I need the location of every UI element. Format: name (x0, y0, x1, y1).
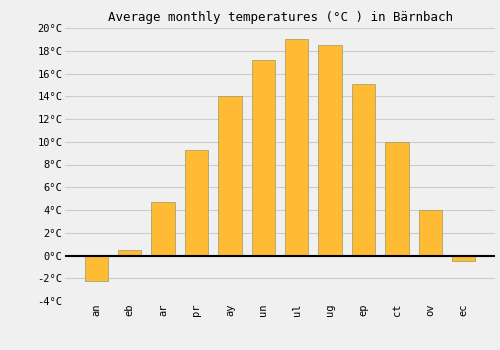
Bar (385, 142, 408, 256)
Title: Average monthly temperatures (°C ) in Bärnbach: Average monthly temperatures (°C ) in Bä… (108, 11, 453, 24)
Bar (318, 45, 342, 256)
Bar (84, 256, 108, 281)
Bar (152, 202, 175, 256)
Bar (118, 250, 142, 255)
Bar (252, 60, 275, 255)
Bar (285, 40, 308, 256)
Bar (418, 210, 442, 256)
Bar (452, 256, 475, 261)
Bar (352, 84, 375, 256)
Bar (185, 150, 208, 256)
Bar (218, 96, 242, 256)
